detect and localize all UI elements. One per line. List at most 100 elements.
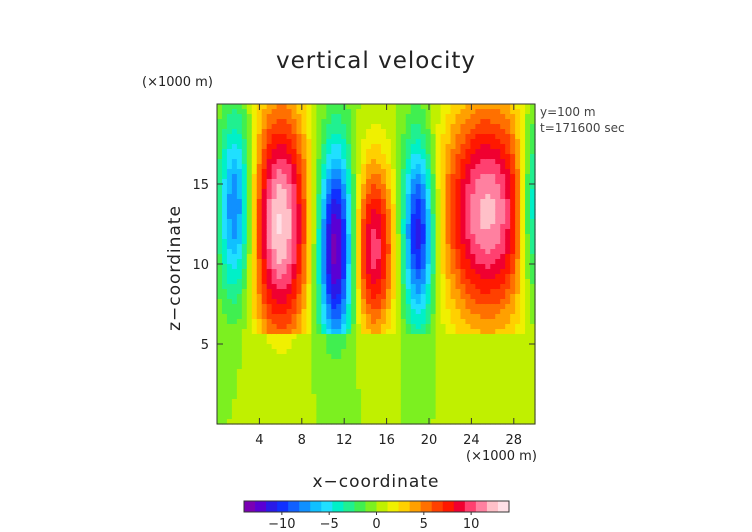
heatmap-cell — [410, 274, 417, 280]
chart-title: vertical velocity — [276, 48, 476, 74]
heatmap-cell — [281, 339, 288, 345]
heatmap-cell — [311, 254, 317, 260]
heatmap-cell — [231, 179, 238, 185]
heatmap-cell — [371, 369, 377, 375]
heatmap-cell — [420, 334, 427, 340]
heatmap-cell — [500, 404, 506, 410]
heatmap-cell — [530, 119, 536, 125]
heatmap-cell — [460, 414, 467, 420]
heatmap-cell — [261, 414, 268, 420]
heatmap-cell — [500, 139, 506, 145]
heatmap-cell — [470, 304, 476, 310]
heatmap-cell — [505, 314, 511, 320]
heatmap-cell — [366, 239, 372, 245]
heatmap-cell — [251, 144, 258, 150]
heatmap-cell — [371, 264, 377, 270]
heatmap-cell — [460, 269, 467, 275]
heatmap-cell — [226, 269, 233, 275]
heatmap-cell — [380, 314, 387, 320]
heatmap-cell — [495, 314, 501, 320]
heatmap-cell — [311, 154, 317, 160]
heatmap-cell — [241, 334, 248, 340]
colorbar-tick-label: −5 — [320, 517, 339, 532]
heatmap-cell — [435, 254, 442, 260]
heatmap-cell — [415, 174, 422, 180]
heatmap-cell — [490, 414, 496, 420]
heatmap-cell — [385, 329, 392, 335]
heatmap-cell — [217, 414, 223, 420]
heatmap-cell — [271, 209, 278, 215]
heatmap-cell — [435, 314, 442, 320]
heatmap-cell — [246, 294, 253, 300]
heatmap-cell — [326, 389, 332, 395]
heatmap-cell — [296, 124, 303, 130]
heatmap-cell — [256, 139, 263, 145]
heatmap-cell — [490, 189, 496, 195]
heatmap-cell — [346, 139, 352, 145]
heatmap-cell — [341, 344, 347, 350]
heatmap-cell — [475, 294, 481, 300]
heatmap-cell — [415, 369, 422, 375]
heatmap-cell — [356, 219, 362, 225]
heatmap-cell — [371, 304, 377, 310]
heatmap-cell — [361, 354, 367, 360]
heatmap-cell — [361, 329, 367, 335]
heatmap-cell — [326, 119, 332, 125]
heatmap-cell — [261, 419, 268, 425]
heatmap-cell — [395, 409, 402, 415]
heatmap-cell — [326, 379, 332, 385]
heatmap-cell — [321, 254, 327, 260]
heatmap-cell — [430, 129, 437, 135]
heatmap-cell — [440, 149, 447, 155]
heatmap-cell — [435, 379, 442, 385]
heatmap-cell — [241, 284, 248, 290]
heatmap-cell — [217, 174, 223, 180]
heatmap-cell — [395, 129, 402, 135]
heatmap-cell — [366, 414, 372, 420]
heatmap-cell — [261, 114, 268, 120]
heatmap-cell — [405, 314, 412, 320]
heatmap-cell — [316, 184, 322, 190]
heatmap-cell — [395, 284, 402, 290]
heatmap-cell — [425, 224, 432, 230]
heatmap-cell — [505, 114, 511, 120]
heatmap-cell — [400, 249, 407, 255]
heatmap-cell — [361, 174, 367, 180]
heatmap-cell — [251, 169, 258, 175]
heatmap-cell — [530, 304, 536, 310]
heatmap-cell — [495, 249, 501, 255]
heatmap-cell — [400, 334, 407, 340]
heatmap-cell — [286, 234, 293, 240]
heatmap-cell — [525, 399, 531, 405]
heatmap-cell — [525, 329, 531, 335]
heatmap-cell — [346, 179, 352, 185]
heatmap-cell — [356, 409, 362, 415]
heatmap-cell — [241, 234, 248, 240]
heatmap-cell — [261, 304, 268, 310]
heatmap-cell — [450, 179, 457, 185]
heatmap-cell — [306, 409, 313, 415]
heatmap-cell — [341, 399, 347, 405]
heatmap-cell — [221, 299, 228, 305]
heatmap-cell — [495, 179, 501, 185]
heatmap-cell — [530, 334, 536, 340]
heatmap-cell — [261, 119, 268, 125]
heatmap-cell — [450, 244, 457, 250]
heatmap-cell — [341, 334, 347, 340]
heatmap-cell — [281, 314, 288, 320]
heatmap-cell — [321, 309, 327, 315]
heatmap-cell — [500, 389, 506, 395]
heatmap-cell — [380, 299, 387, 305]
heatmap-cell — [326, 219, 332, 225]
heatmap-cell — [346, 254, 352, 260]
heatmap-cell — [465, 249, 472, 255]
colorbar-swatch — [266, 501, 278, 512]
heatmap-cell — [346, 189, 352, 195]
heatmap-cell — [286, 184, 293, 190]
heatmap-cell — [301, 394, 308, 400]
heatmap-cell — [326, 349, 332, 355]
heatmap-cell — [351, 419, 357, 425]
heatmap-cell — [231, 174, 238, 180]
heatmap-cell — [395, 309, 402, 315]
heatmap-cell — [217, 104, 223, 110]
